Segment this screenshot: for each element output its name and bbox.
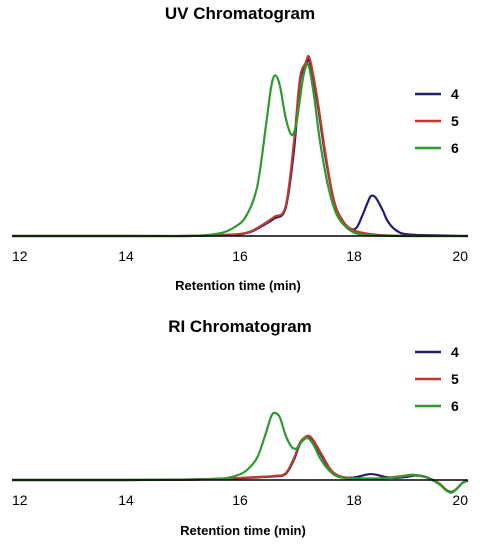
uv-series-line-5 xyxy=(12,54,469,238)
uv-legend-label-6: 6 xyxy=(451,140,459,156)
uv-legend-label-5: 5 xyxy=(451,113,459,129)
ri-series-line-4 xyxy=(11,436,469,494)
uv-x-tick-label: 16 xyxy=(232,248,248,264)
ri-x-tick-label: 14 xyxy=(118,492,134,508)
ri-x-tick-label: 16 xyxy=(232,492,248,508)
uv-chart-title: UV Chromatogram xyxy=(165,4,315,23)
ri-x-ticks: 12 14 16 18 20 xyxy=(12,492,468,508)
ri-legend: 4 5 6 xyxy=(415,344,459,414)
uv-legend: 4 5 6 xyxy=(415,86,459,156)
ri-legend-label-4: 4 xyxy=(451,344,459,360)
uv-legend-label-4: 4 xyxy=(451,86,459,102)
uv-series-line-6 xyxy=(12,62,469,238)
uv-series-layer xyxy=(12,54,469,238)
ri-x-tick-label: 12 xyxy=(12,492,28,508)
ri-series-line-5 xyxy=(11,434,469,494)
uv-x-tick-label: 18 xyxy=(346,248,362,264)
ri-x-tick-label: 20 xyxy=(452,492,468,508)
uv-chromatogram-panel: UV Chromatogram 12 14 16 18 20 Retention… xyxy=(12,4,468,293)
ri-legend-label-6: 6 xyxy=(451,398,459,414)
ri-x-axis-label: Retention time (min) xyxy=(180,523,306,538)
uv-x-tick-label: 12 xyxy=(12,248,28,264)
uv-x-tick-label: 20 xyxy=(452,248,468,264)
ri-chromatogram-panel: RI Chromatogram 12 14 16 18 20 Retention… xyxy=(11,317,469,538)
uv-x-ticks: 12 14 16 18 20 xyxy=(12,248,468,264)
ri-legend-label-5: 5 xyxy=(451,371,459,387)
uv-series-line-4 xyxy=(12,58,469,238)
ri-x-tick-label: 18 xyxy=(346,492,362,508)
uv-x-tick-label: 14 xyxy=(118,248,134,264)
ri-chart-title: RI Chromatogram xyxy=(168,317,312,336)
uv-x-axis-label: Retention time (min) xyxy=(175,278,301,293)
